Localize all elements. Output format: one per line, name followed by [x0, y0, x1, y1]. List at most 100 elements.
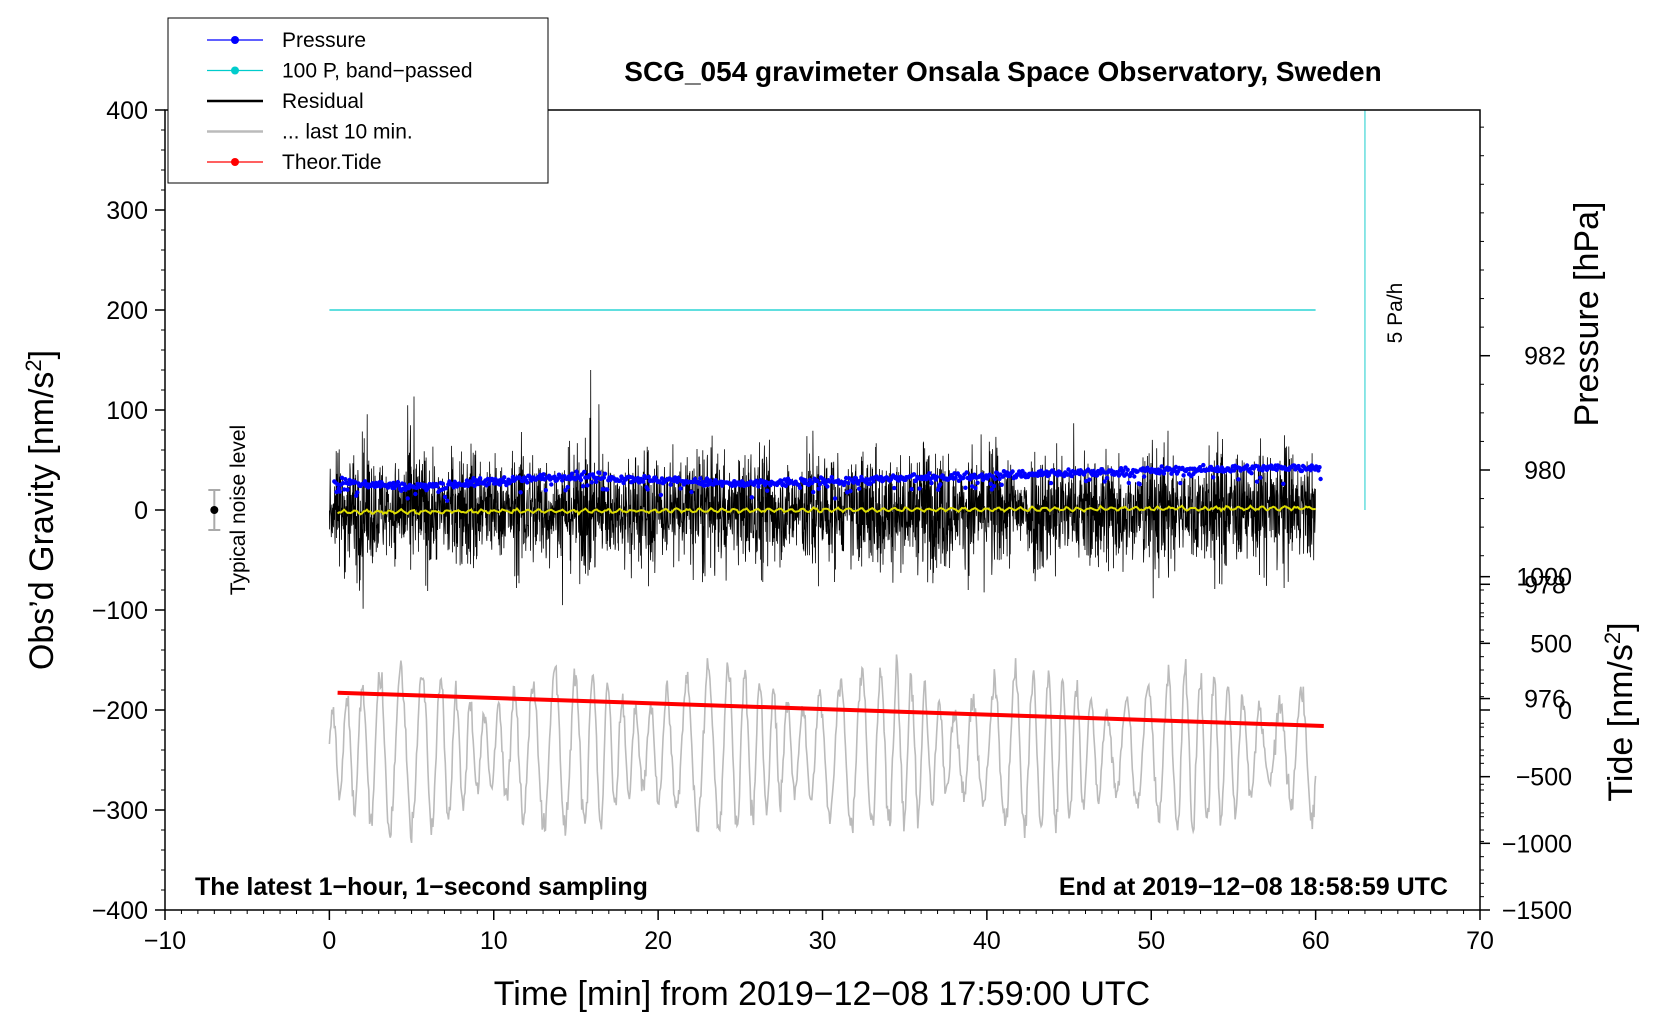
- series-last-10-min: [328, 654, 1317, 843]
- pressure-point: [1175, 469, 1181, 474]
- pressure-point: [643, 475, 648, 481]
- pressure-point: [749, 495, 754, 500]
- pressure-point: [1135, 469, 1140, 474]
- legend-marker: [231, 36, 239, 44]
- y-tick-label: 200: [106, 297, 148, 325]
- pressure-point: [783, 483, 788, 489]
- pressure-point: [935, 487, 941, 492]
- pressure-point: [345, 487, 350, 492]
- x-tick-label: 60: [1302, 927, 1330, 955]
- pressure-point: [967, 477, 973, 482]
- pressure-point: [472, 483, 477, 489]
- pressure-point: [517, 475, 522, 480]
- pressure-point: [582, 469, 587, 475]
- pressure-point: [594, 479, 599, 484]
- pressure-point: [658, 492, 664, 498]
- pressure-point: [337, 489, 342, 494]
- pressure-point: [1201, 462, 1206, 468]
- pressure-point: [961, 475, 966, 481]
- pressure-point: [352, 479, 358, 485]
- y-tick-label: 400: [106, 97, 148, 125]
- pressure-point: [1317, 465, 1322, 470]
- chart-title: SCG_054 gravimeter Onsala Space Observat…: [624, 56, 1381, 87]
- pressure-point: [917, 486, 922, 491]
- y-tick-label: −400: [92, 897, 148, 925]
- y-axis-title-pressure: Pressure [hPa]: [1568, 202, 1606, 427]
- legend-marker: [231, 66, 239, 75]
- pressure-point: [563, 488, 568, 493]
- pressure-point: [343, 477, 348, 482]
- pressure-point: [1260, 468, 1265, 473]
- legend-label: Theor.Tide: [282, 151, 382, 174]
- pressure-point: [855, 481, 861, 486]
- x-axis-title: Time [min] from 2019−12−08 17:59:00 UTC: [494, 975, 1150, 1013]
- pressure-point: [1098, 471, 1103, 476]
- pressure-tick-label: 982: [1524, 343, 1566, 371]
- pressure-point: [1010, 469, 1015, 474]
- pressure-point: [565, 484, 570, 490]
- pressure-point: [963, 485, 968, 490]
- pressure-point: [354, 493, 359, 498]
- pressure-point: [396, 483, 402, 488]
- pressure-point: [442, 494, 448, 500]
- pressure-tick-label: 978: [1524, 571, 1566, 599]
- pressure-point: [953, 475, 958, 481]
- y-axis-title-tide-sup: 2: [1600, 632, 1625, 644]
- pressure-point: [811, 489, 816, 495]
- pressure-point: [1044, 469, 1049, 474]
- pressure-point: [342, 487, 347, 492]
- noise-bar-dot: [210, 506, 219, 514]
- pressure-point: [816, 486, 821, 491]
- pressure-point: [979, 472, 985, 477]
- pressure-point: [756, 484, 761, 489]
- y-axis-title-left: Obs’d Gravity [nm/s2]: [21, 350, 61, 670]
- pressure-point: [589, 480, 594, 485]
- x-tick-label: 30: [809, 927, 837, 955]
- pressure-point: [973, 485, 978, 491]
- pressure-point: [443, 486, 449, 491]
- pressure-point: [569, 471, 575, 476]
- legend-label: Residual: [282, 90, 364, 113]
- pressure-point: [1083, 478, 1089, 484]
- y-axis-title-tide-end: ]: [1602, 622, 1640, 631]
- series-residual: [329, 369, 1316, 609]
- pressure-point: [546, 473, 552, 478]
- pressure-point: [541, 472, 546, 477]
- pressure-point: [1137, 482, 1142, 487]
- pressure-point: [809, 480, 815, 486]
- pressure-point: [525, 480, 530, 485]
- pressure-point: [929, 480, 934, 486]
- pressure-point: [689, 489, 694, 495]
- pressure-point: [518, 490, 523, 495]
- tide-tick-label: −1000: [1502, 830, 1572, 858]
- pressure-point: [1121, 468, 1126, 474]
- y-axis-title-tide-main: Tide [nm/s: [1602, 644, 1640, 801]
- legend-marker: [231, 158, 239, 166]
- pressure-point: [720, 483, 725, 488]
- tide-tick-label: 1000: [1516, 564, 1572, 592]
- y-tick-label: 300: [106, 197, 148, 225]
- pressure-point: [573, 477, 578, 482]
- tide-tick-label: −1500: [1502, 897, 1572, 925]
- pressure-point: [1244, 463, 1250, 468]
- pressure-point: [848, 488, 853, 494]
- pressure-point: [964, 470, 969, 475]
- pressure-point: [552, 474, 557, 479]
- legend-label: Pressure: [282, 29, 366, 52]
- pressure-point: [355, 490, 360, 495]
- pressure-point: [698, 476, 703, 481]
- pressure-point: [702, 483, 707, 488]
- pressure-point: [1048, 480, 1054, 486]
- pressure-point: [992, 476, 998, 482]
- pressure-point: [797, 485, 803, 490]
- pressure-point: [585, 483, 590, 488]
- pressure-point: [580, 484, 586, 489]
- pressure-point: [1116, 473, 1122, 478]
- pressure-point: [445, 498, 450, 503]
- legend: Pressure 100 P, band−passed Residual ... la…: [167, 17, 549, 184]
- pressure-point: [927, 471, 932, 476]
- pressure-point: [595, 475, 600, 481]
- pressure-point: [574, 469, 579, 474]
- pressure-point: [668, 482, 673, 487]
